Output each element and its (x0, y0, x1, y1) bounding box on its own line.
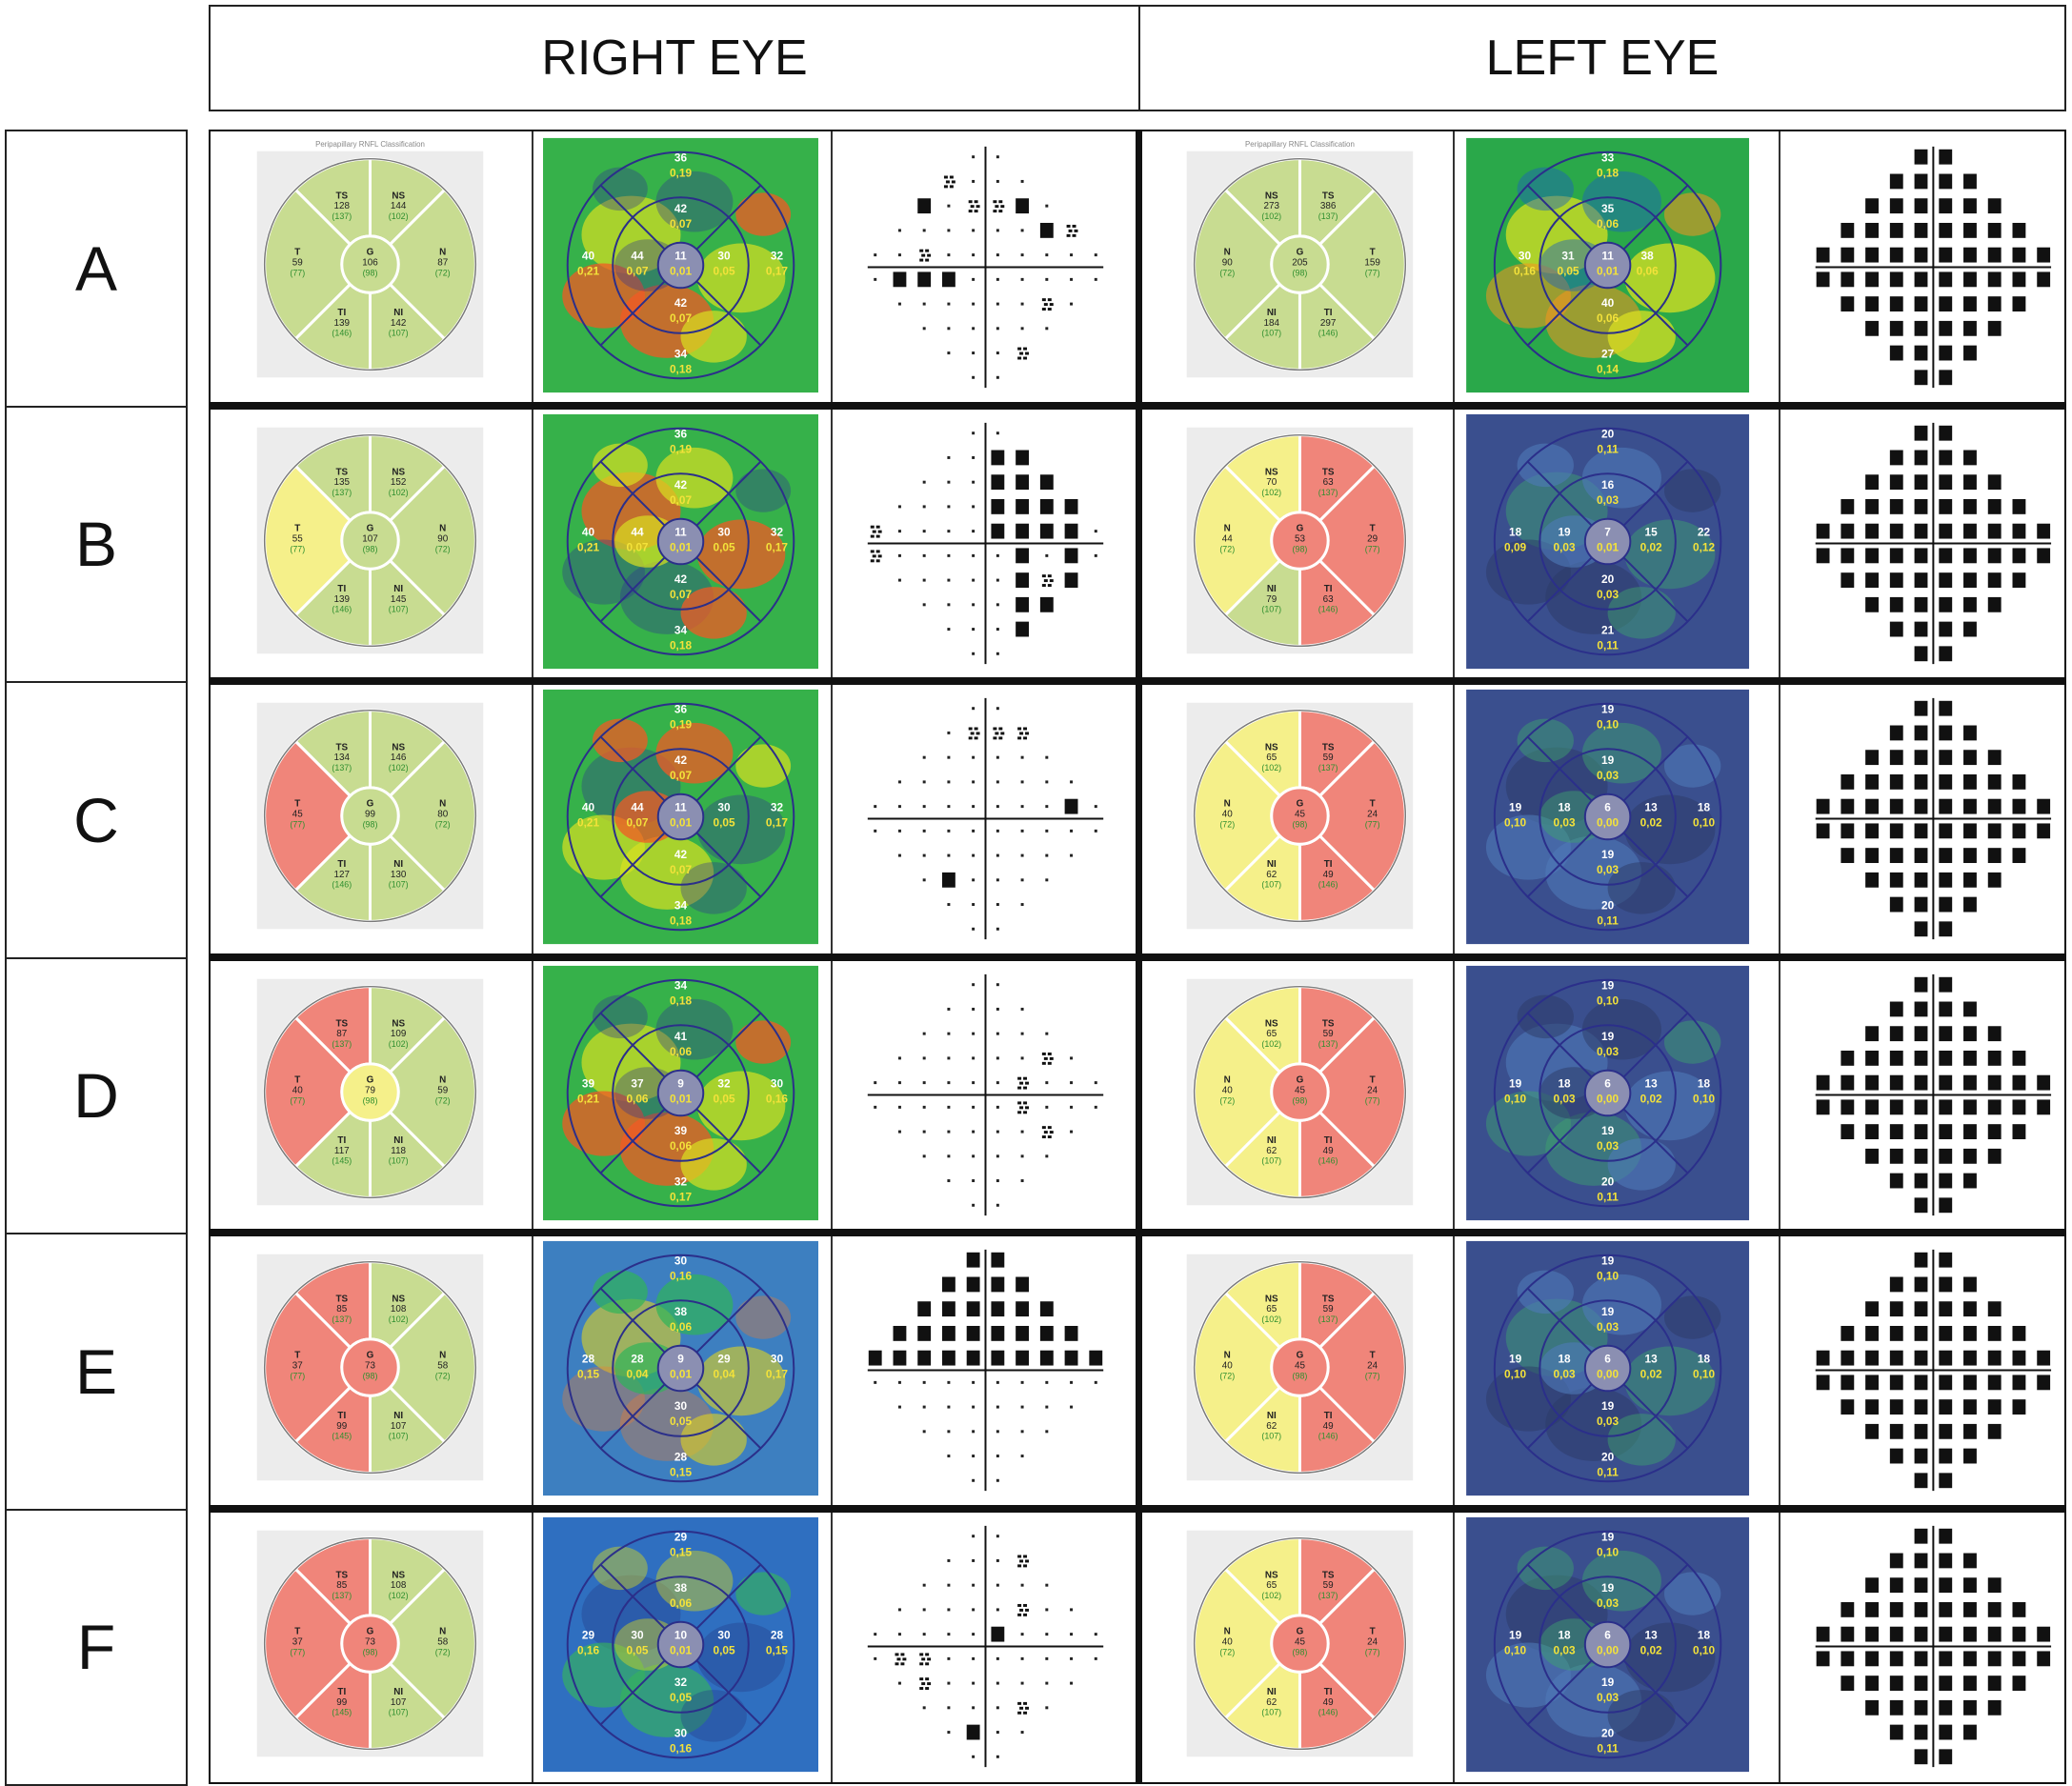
row-label-d: D (5, 957, 188, 1235)
right-eye-header: RIGHT EYE (209, 5, 1140, 111)
row-label-text: D (73, 1059, 119, 1132)
left-eye-header: LEFT EYE (1138, 5, 2066, 111)
row-label-text: C (73, 784, 119, 856)
row-label-b: B (5, 406, 188, 684)
row-label-a: A (5, 130, 188, 408)
row-label-e: E (5, 1233, 188, 1511)
row-label-f: F (5, 1509, 188, 1786)
row-label-text: B (75, 508, 117, 580)
row-label-text: A (75, 232, 117, 305)
table-frame (209, 130, 2066, 1784)
row-label-c: C (5, 681, 188, 959)
left-eye-header-label: LEFT EYE (1486, 30, 1720, 87)
row-label-text: E (75, 1335, 117, 1408)
right-eye-header-label: RIGHT EYE (541, 30, 807, 87)
row-label-text: F (77, 1611, 115, 1683)
